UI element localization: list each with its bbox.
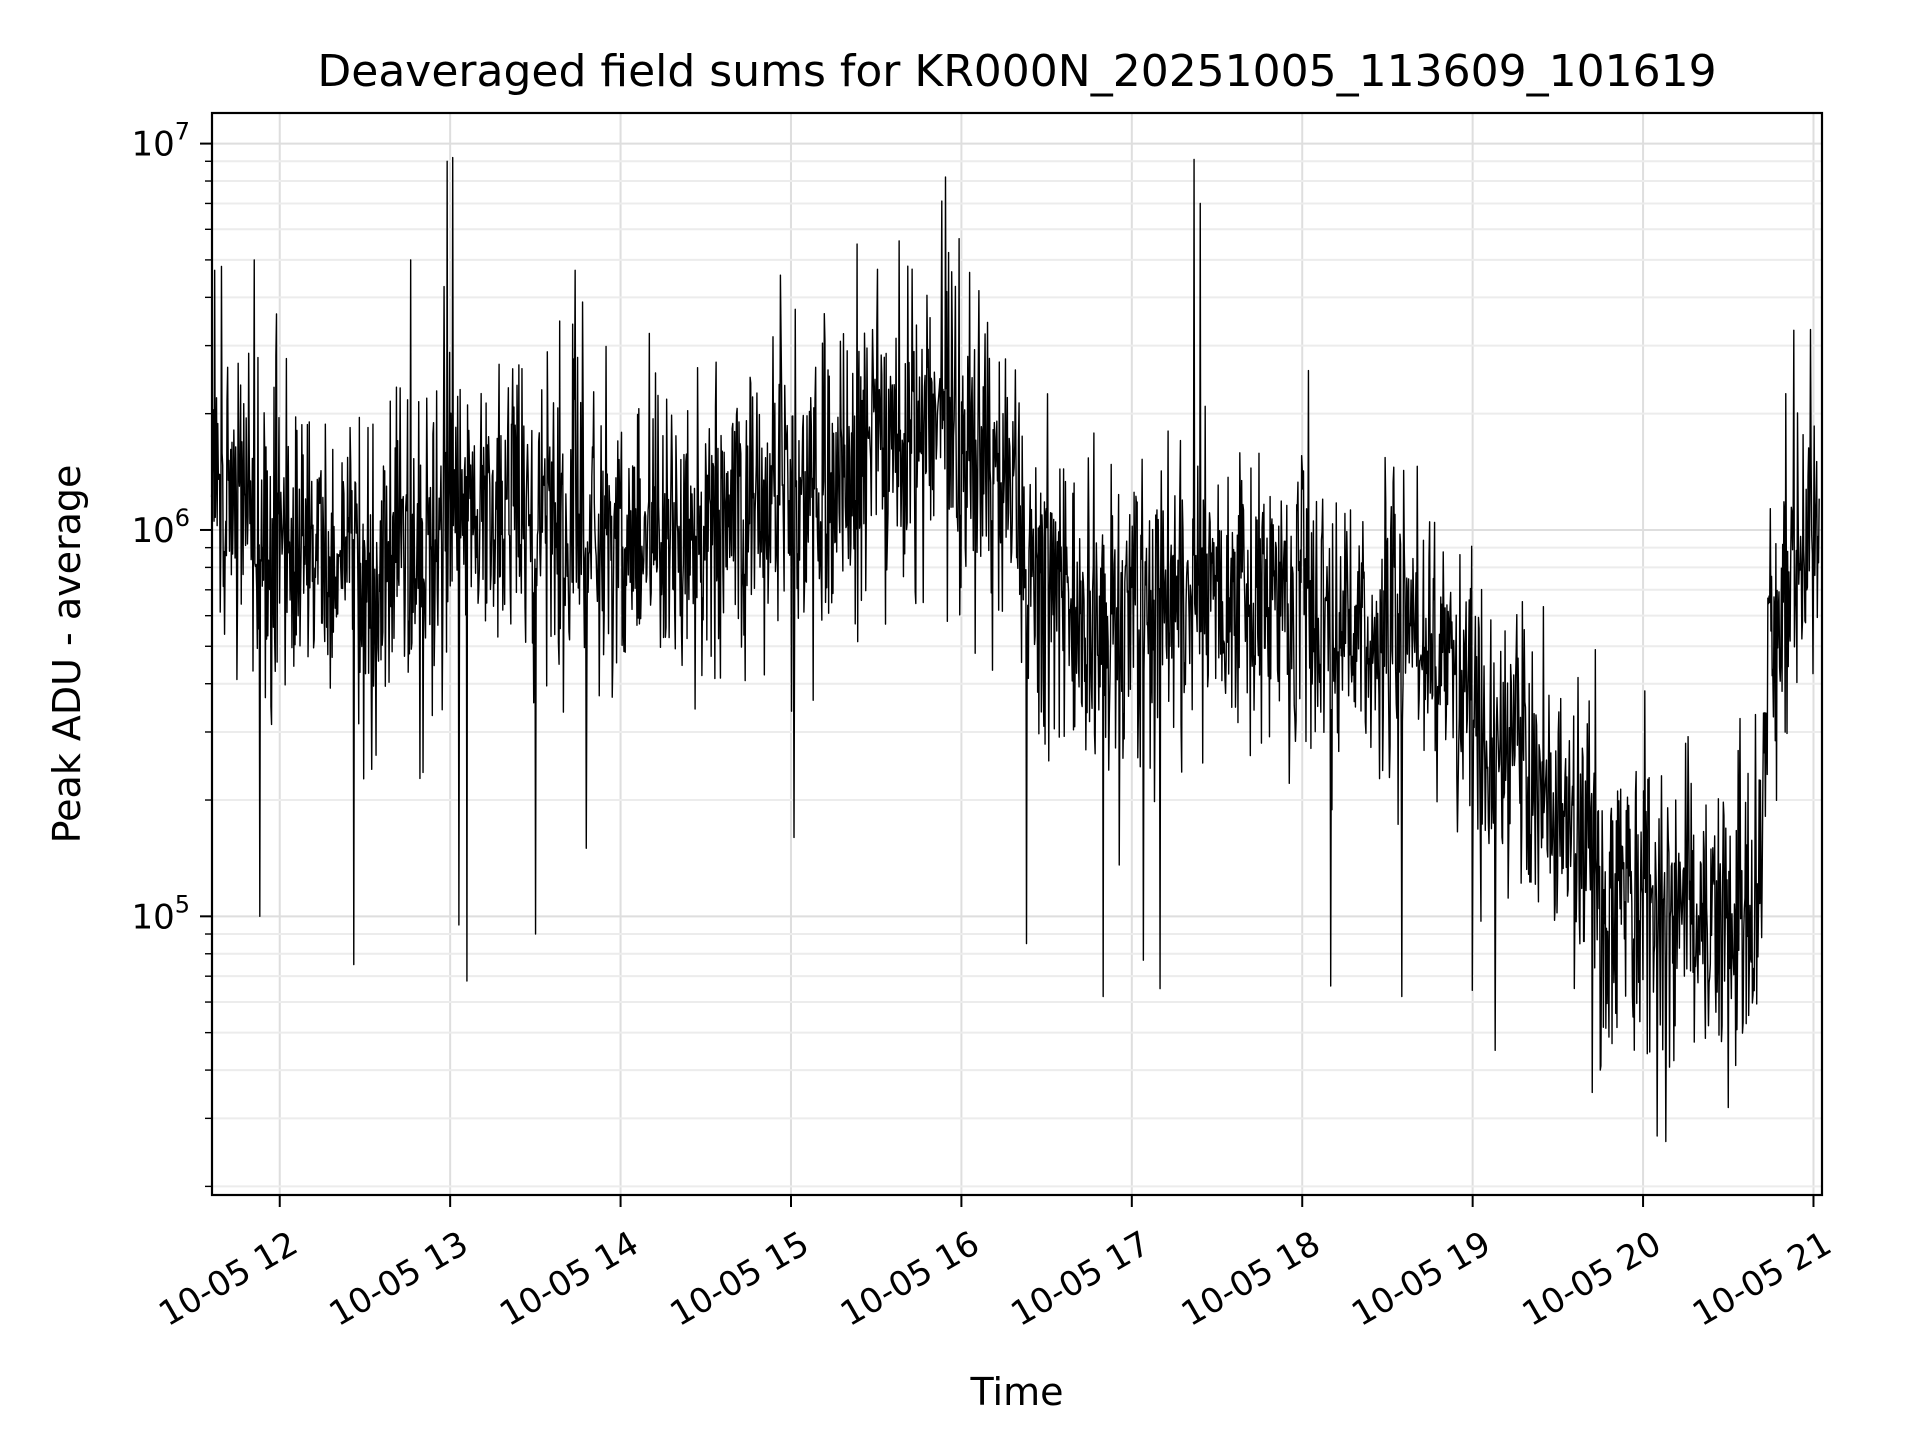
y-tick-base: 10 [131, 511, 174, 551]
x-axis-label: Time [970, 1370, 1064, 1414]
y-tick-label: 107 [131, 118, 190, 165]
y-tick-label: 105 [131, 890, 190, 937]
chart-title: Deaveraged field sums for KR000N_2025100… [317, 46, 1716, 97]
y-tick-exponent: 5 [175, 890, 190, 918]
y-tick-base: 10 [131, 897, 174, 937]
plot-frame [210, 111, 1824, 1197]
y-tick-exponent: 7 [175, 118, 190, 146]
series-line [210, 156, 1820, 1143]
y-tick-exponent: 6 [175, 504, 190, 532]
data-series [210, 156, 1820, 1143]
y-axis-label: Peak ADU - average [45, 465, 89, 844]
y-tick-label: 106 [131, 504, 190, 551]
grid [212, 113, 1822, 1195]
y-tick-base: 10 [131, 125, 174, 165]
